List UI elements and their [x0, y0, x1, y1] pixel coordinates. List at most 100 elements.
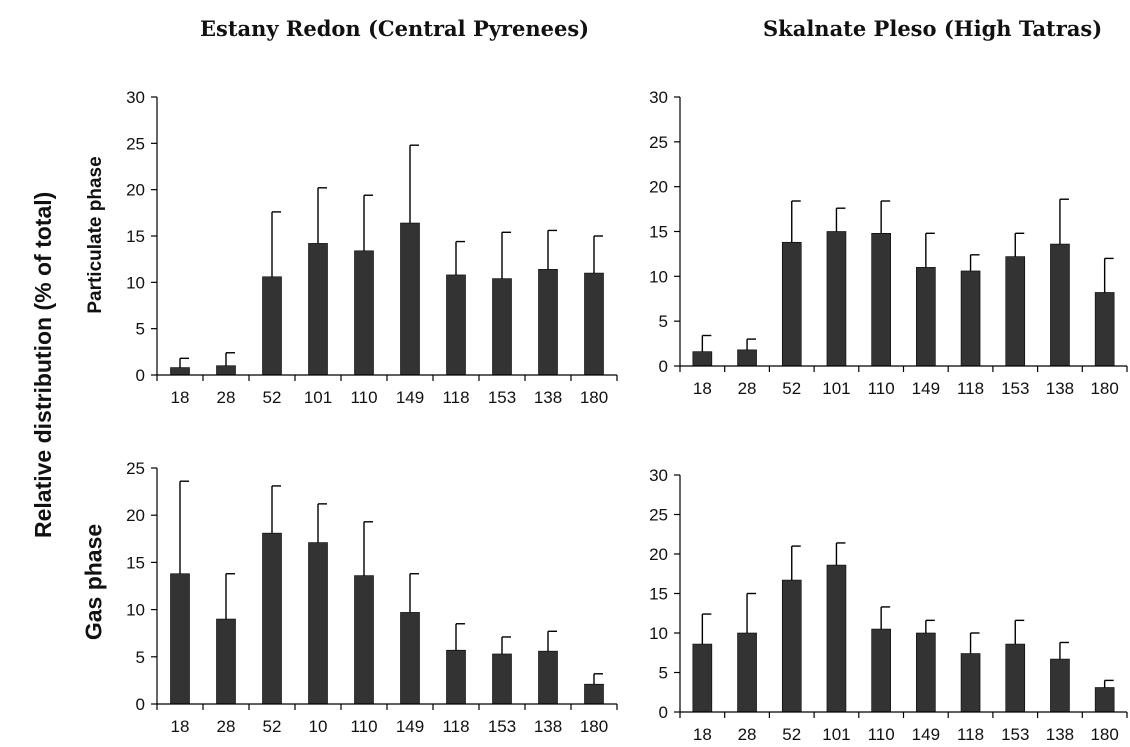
- y-tick-label: 0: [659, 703, 668, 722]
- y-tick-label: 15: [649, 223, 668, 242]
- bar: [781, 241, 802, 367]
- bar: [492, 278, 512, 376]
- x-tick-label: 149: [396, 717, 424, 736]
- bar: [826, 231, 847, 367]
- bar: [692, 351, 713, 367]
- chart-title-right: Skalnate Pleso (High Tatras): [763, 16, 1103, 41]
- x-tick-label: 149: [912, 725, 940, 744]
- x-tick-label: 138: [1046, 379, 1074, 398]
- x-tick-label: 149: [396, 388, 424, 407]
- x-tick-label: 52: [263, 717, 282, 736]
- y-tick-label: 5: [136, 320, 145, 339]
- y-tick-label: 10: [126, 601, 145, 620]
- bar: [871, 628, 891, 713]
- bar: [826, 564, 847, 713]
- chart-panel-4: 0 5 10 15 20 25 30 18 28 52 101 110 149 118 153 138 180: [649, 466, 1128, 744]
- y-tick-label: 30: [126, 88, 145, 107]
- x-tick-label: 110: [868, 725, 895, 744]
- x-tick-label: 153: [488, 717, 516, 736]
- y-tick-label: 5: [659, 312, 668, 331]
- bar: [960, 653, 981, 713]
- bar: [584, 683, 604, 705]
- x-tick-label: 118: [957, 379, 984, 398]
- y-tick-label: 0: [136, 366, 145, 385]
- x-tick-label: 153: [1001, 725, 1029, 744]
- x-tick-label: 118: [442, 717, 469, 736]
- x-tick-label: 52: [782, 379, 801, 398]
- y-tick-label: 10: [126, 273, 145, 292]
- y-tick-label: 20: [649, 178, 668, 197]
- bar: [262, 276, 282, 376]
- bar: [354, 575, 374, 705]
- x-tick-label: 18: [693, 379, 712, 398]
- y-tick-label: 20: [126, 506, 145, 525]
- x-tick-label: 101: [822, 725, 850, 744]
- bar: [584, 272, 604, 376]
- chart-title-left: Estany Redon (Central Pyrenees): [200, 16, 590, 41]
- y-tick-label: 0: [136, 695, 145, 714]
- bar: [262, 532, 282, 705]
- x-tick-label: 10: [309, 717, 328, 736]
- y-tick-label: 10: [649, 267, 668, 286]
- x-tick-label: 180: [580, 717, 608, 736]
- y-tick-label: 15: [649, 585, 668, 604]
- y-tick-label: 25: [126, 134, 145, 153]
- bar: [1050, 658, 1070, 713]
- chart-panel-1: 0 5 10 15 20 25 30 18 28 52 101 110 149 118 153 138 180: [126, 88, 618, 407]
- x-tick-label: 52: [782, 725, 801, 744]
- bar: [170, 573, 190, 705]
- x-tick-label: 153: [488, 388, 516, 407]
- y-tick-label: 30: [649, 88, 668, 107]
- x-tick-label: 180: [580, 388, 608, 407]
- bar: [446, 274, 466, 376]
- bar: [1005, 643, 1026, 713]
- x-tick-label: 28: [738, 725, 757, 744]
- x-tick-label: 180: [1090, 379, 1118, 398]
- x-tick-label: 28: [217, 388, 236, 407]
- x-tick-label: 138: [534, 717, 562, 736]
- bar: [1094, 292, 1115, 367]
- x-tick-label: 118: [957, 725, 984, 744]
- bar: [781, 579, 802, 713]
- bar: [216, 365, 236, 376]
- x-tick-label: 138: [534, 388, 562, 407]
- bar: [960, 270, 981, 367]
- bar: [538, 269, 558, 376]
- y-tick-label: 25: [126, 459, 145, 478]
- y-tick-label: 20: [126, 181, 145, 200]
- bar: [916, 632, 936, 713]
- x-tick-label: 52: [263, 388, 282, 407]
- bar: [692, 643, 713, 713]
- bar: [400, 612, 420, 705]
- x-tick-label: 138: [1046, 725, 1074, 744]
- x-tick-label: 149: [912, 379, 940, 398]
- bar: [1005, 256, 1026, 367]
- x-tick-label: 28: [217, 717, 236, 736]
- y-tick-label: 10: [649, 624, 668, 643]
- y-tick-label: 25: [649, 133, 668, 152]
- x-tick-label: 110: [868, 379, 895, 398]
- x-tick-label: 28: [738, 379, 757, 398]
- bar: [170, 367, 190, 376]
- bar: [538, 650, 558, 705]
- y-tick-label: 15: [126, 227, 145, 246]
- bar: [446, 649, 466, 705]
- chart-panel-3: 0 5 10 15 20 25 18 28 52 10 110 149 118 153 138 180: [126, 459, 618, 736]
- y-tick-label: 30: [649, 466, 668, 485]
- x-tick-label: 110: [350, 717, 377, 736]
- y-tick-label: 20: [649, 545, 668, 564]
- bar: [216, 618, 236, 705]
- bar: [308, 243, 328, 376]
- y-tick-label: 0: [659, 357, 668, 376]
- bar: [737, 632, 757, 713]
- x-tick-label: 180: [1090, 725, 1118, 744]
- bar: [1050, 243, 1070, 367]
- x-tick-label: 18: [693, 725, 712, 744]
- y-tick-label: 5: [659, 664, 668, 683]
- x-tick-label: 101: [304, 388, 332, 407]
- bar: [916, 267, 936, 367]
- bar: [871, 232, 891, 367]
- bar: [737, 349, 757, 367]
- bar: [400, 222, 420, 376]
